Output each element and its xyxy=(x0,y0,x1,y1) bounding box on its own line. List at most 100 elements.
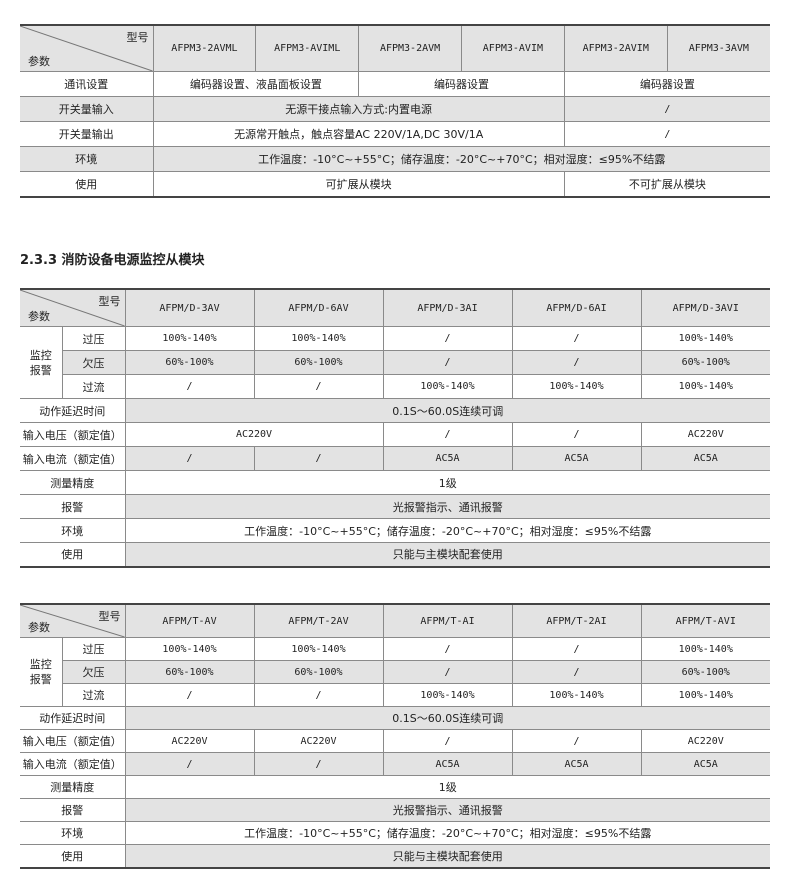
model-header: AFPM3-AVIML xyxy=(255,24,360,72)
value-cell: / xyxy=(124,374,255,399)
value-cell: / xyxy=(563,121,770,147)
table-row: 开关量输入 无源干接点输入方式:内置电源 / xyxy=(20,96,770,122)
value-cell: 不可扩展从模块 xyxy=(563,171,770,197)
value-cell: 编码器设置 xyxy=(563,71,770,97)
value-cell: 60%-100% xyxy=(253,350,384,375)
value-cell: / xyxy=(382,729,513,753)
spec-table-afpm3: 型号 参数 AFPM3-2AVML AFPM3-AVIML AFPM3-2AVM AFPM… xyxy=(20,24,770,198)
param-name: 开关量输出 xyxy=(20,121,154,147)
corner-header: 型号 参数 xyxy=(20,603,126,638)
table-row: 过流 //100%-140% 100%-140% 100%-140% xyxy=(20,374,770,399)
param-name: 报警 xyxy=(20,798,126,822)
value-cell: 100%-140% xyxy=(511,683,642,707)
value-cell: 100%-140% xyxy=(124,637,255,661)
table-row: 使用 只能与主模块配套使用 xyxy=(20,542,770,567)
value-cell: 工作温度：-10°C~+55°C；储存温度：-20°C~+70°C；相对湿度：≤… xyxy=(152,146,770,172)
table-row: 输入电流（额定值） / / AC5A AC5A AC5A xyxy=(20,446,770,471)
value-cell: / xyxy=(511,326,642,351)
value-cell: / xyxy=(511,660,642,684)
param-name: 过流 xyxy=(62,683,126,707)
value-cell: 60%-100% xyxy=(640,660,770,684)
table-row: 环境 工作温度：-10°C~+55°C；储存温度：-20°C~+70°C；相对湿度… xyxy=(20,518,770,543)
param-name: 欠压 xyxy=(62,660,126,684)
section-title: 2.3.3 消防设备电源监控从模块 xyxy=(20,253,205,268)
value-cell: AC5A xyxy=(640,752,770,776)
param-name: 使用 xyxy=(20,542,126,567)
param-name: 通讯设置 xyxy=(20,71,154,97)
value-cell: 100%-140% xyxy=(640,637,770,661)
value-cell: / xyxy=(382,326,513,351)
model-header: AFPM/D-3AI xyxy=(382,288,513,327)
param-name: 使用 xyxy=(20,171,154,197)
param-name: 过流 xyxy=(62,374,126,399)
table-row: 通讯设置 编码器设置、液晶面板设置 编码器设置 编码器设置 xyxy=(20,71,770,97)
value-cell: 无源常开触点，触点容量AC 220V/1A,DC 30V/1A xyxy=(152,121,565,147)
value-cell: 编码器设置、液晶面板设置 xyxy=(152,71,360,97)
param-name: 环境 xyxy=(20,146,154,172)
value-cell: AC5A xyxy=(640,446,770,471)
spec-table-afpm-t: 型号 参数 AFPM/T-AV AFPM/T-2AV AFPM/T-AI AFPM/T-2… xyxy=(20,603,770,869)
value-cell: / xyxy=(511,350,642,375)
value-cell: 100%-140% xyxy=(640,683,770,707)
table-row: 动作延迟时间 0.1S～60.0S连续可调 xyxy=(20,706,770,730)
param-name: 开关量输入 xyxy=(20,96,154,122)
value-cell: AC220V xyxy=(640,422,770,447)
model-header: AFPM3-2AVML xyxy=(152,24,257,72)
value-cell: / xyxy=(253,683,384,707)
value-cell: 100%-140% xyxy=(640,326,770,351)
value-cell: / xyxy=(382,637,513,661)
value-cell: 100%-140% xyxy=(382,374,513,399)
value-cell: / xyxy=(511,729,642,753)
param-name: 欠压 xyxy=(62,350,126,375)
value-cell: 1级 xyxy=(124,470,770,495)
param-name: 环境 xyxy=(20,821,126,845)
value-cell: 只能与主模块配套使用 xyxy=(124,542,770,567)
value-cell: / xyxy=(511,637,642,661)
value-cell: 100%-140% xyxy=(640,374,770,399)
model-header: AFPM/T-2AI xyxy=(511,603,642,638)
model-header: AFPM/D-6AI xyxy=(511,288,642,327)
corner-header: 型号 参数 xyxy=(20,24,154,72)
value-cell: AC5A xyxy=(511,446,642,471)
table-row: 测量精度 1级 xyxy=(20,470,770,495)
value-cell: 100%-140% xyxy=(511,374,642,399)
param-name: 使用 xyxy=(20,844,126,868)
value-cell: 1级 xyxy=(124,775,770,799)
value-cell: 60%-100% xyxy=(124,660,255,684)
diagonal-divider xyxy=(20,26,153,71)
value-cell: / xyxy=(124,752,255,776)
value-cell: / xyxy=(124,683,255,707)
value-cell: / xyxy=(382,350,513,375)
table-row: 测量精度 1级 xyxy=(20,775,770,799)
value-cell: AC220V xyxy=(124,729,255,753)
corner-header: 型号 参数 xyxy=(20,288,126,327)
spec-table-afpm-d: 型号 参数 AFPM/D-3AV AFPM/D-6AV AFPM/D-3AI AFPM/D… xyxy=(20,288,770,568)
table-row: 报警 光报警指示、通讯报警 xyxy=(20,798,770,822)
param-name: 输入电压（额定值） xyxy=(20,729,126,753)
table-row: 输入电流（额定值） / / AC5A AC5A AC5A xyxy=(20,752,770,776)
value-cell: AC5A xyxy=(511,752,642,776)
table-row: 动作延迟时间 0.1S～60.0S连续可调 xyxy=(20,398,770,423)
table-row: 输入电压（额定值） AC220V AC220V / / AC220V xyxy=(20,729,770,753)
model-header: AFPM/D-3AVI xyxy=(640,288,770,327)
param-label: 参数 xyxy=(28,621,50,634)
table-row: 开关量输出 无源常开触点，触点容量AC 220V/1A,DC 30V/1A / xyxy=(20,121,770,147)
group-label: 监控报警 xyxy=(20,326,63,399)
value-cell: 100%-140% xyxy=(253,326,384,351)
header-row: 型号 参数 AFPM3-2AVML AFPM3-AVIML AFPM3-2AVM AFPM… xyxy=(20,24,770,72)
model-header: AFPM3-3AVM xyxy=(666,24,770,72)
value-cell: 工作温度：-10°C~+55°C；储存温度：-20°C~+70°C；相对湿度：≤… xyxy=(124,821,770,845)
value-cell: / xyxy=(563,96,770,122)
param-name: 环境 xyxy=(20,518,126,543)
value-cell: 光报警指示、通讯报警 xyxy=(124,798,770,822)
param-name: 输入电压（额定值） xyxy=(20,422,126,447)
table-row: 监控报警 过压 100%-140% 100%-140% //100%-140% xyxy=(20,637,770,707)
value-cell: 只能与主模块配套使用 xyxy=(124,844,770,868)
param-name: 动作延迟时间 xyxy=(20,398,126,423)
value-cell: 光报警指示、通讯报警 xyxy=(124,494,770,519)
value-cell: 100%-140% xyxy=(124,326,255,351)
table-row: 欠压 60%-100% 60%-100% //60%-100% xyxy=(20,350,770,375)
model-header: AFPM/D-6AV xyxy=(253,288,384,327)
value-cell: / xyxy=(253,752,384,776)
param-name: 过压 xyxy=(61,326,126,351)
